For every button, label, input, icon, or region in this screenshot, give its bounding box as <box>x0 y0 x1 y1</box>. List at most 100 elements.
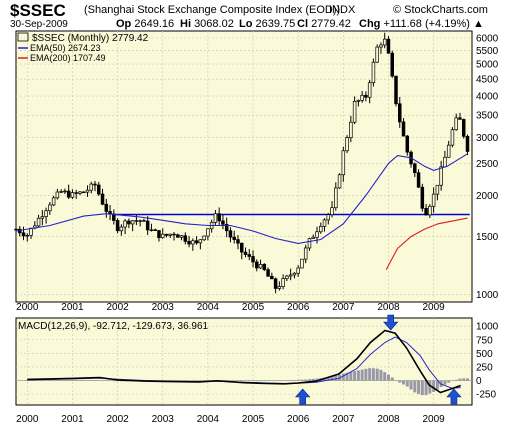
x-tick-label: 2009 <box>422 414 445 425</box>
histogram-bar <box>334 375 338 381</box>
candle-body <box>292 272 297 276</box>
candle-body <box>25 234 30 237</box>
candle-body <box>349 121 353 139</box>
macd-tick-label: 1000 <box>476 322 499 333</box>
candle-body <box>149 229 154 231</box>
legend-series: $SSEC (Monthly) 2779.42 <box>32 33 149 44</box>
candle-body <box>273 278 278 289</box>
candle-body <box>334 187 338 209</box>
histogram-bar <box>48 379 52 381</box>
candle-body <box>364 94 368 98</box>
macd-tick-label: -250 <box>476 390 496 401</box>
candle-body <box>258 263 263 269</box>
histogram-bar <box>304 379 308 381</box>
candle-body <box>371 61 376 84</box>
histogram-bar <box>255 380 259 382</box>
histogram-bar <box>356 370 360 381</box>
candle-body <box>55 191 60 199</box>
macd-panel: 1000 750 500 250 0 -250 2000 2001 2002 2003 2004 20… <box>15 314 499 425</box>
price-tick-label: 3500 <box>476 111 499 122</box>
histogram-bar <box>52 379 56 381</box>
candle-body <box>85 189 90 193</box>
candle-body <box>390 52 394 77</box>
x-tick-label: 2002 <box>106 302 129 313</box>
candle-body <box>198 239 203 244</box>
x-tick-label: 2000 <box>16 414 39 425</box>
exchange-label: INDX <box>329 4 356 16</box>
histogram-bar <box>428 380 432 394</box>
ema200-line <box>385 217 468 270</box>
quote-low: Lo 2639.75 <box>239 18 296 30</box>
histogram-bar <box>55 379 59 381</box>
candle-body <box>51 197 56 206</box>
x-tick-label: 2008 <box>377 414 400 425</box>
candle-body <box>394 75 398 105</box>
candle-body <box>213 213 218 223</box>
candle-body <box>461 119 466 137</box>
histogram-bar <box>386 374 390 381</box>
histogram-bar <box>315 378 319 381</box>
histogram-bar <box>353 371 357 381</box>
candle-body <box>382 38 387 46</box>
histogram-bar <box>300 379 304 381</box>
candle-body <box>439 166 443 186</box>
candle-body <box>303 247 308 260</box>
candle-body <box>130 220 135 225</box>
candle-body <box>183 235 188 242</box>
x-tick-label: 2002 <box>106 414 129 425</box>
candle-body <box>191 240 195 245</box>
x-tick-label: 2007 <box>332 302 355 313</box>
candle-body <box>153 229 157 231</box>
x-tick-label: 2006 <box>287 302 310 313</box>
histogram-bar <box>307 379 311 381</box>
candle-body <box>375 46 379 63</box>
x-tick-label: 2001 <box>61 414 84 425</box>
candle-body <box>78 191 82 194</box>
histogram-bar <box>417 380 421 394</box>
candle-body <box>232 236 236 240</box>
candle-body <box>247 254 252 257</box>
candle-body <box>262 263 267 271</box>
candle-body <box>465 135 470 152</box>
histogram-bar <box>326 377 330 381</box>
candle-body <box>307 238 312 249</box>
price-tick-label: 3000 <box>476 133 499 144</box>
x-tick-label: 2006 <box>287 414 310 425</box>
price-tick-label: 4000 <box>476 92 499 103</box>
x-tick-label: 2005 <box>242 302 265 313</box>
legend-swatch-candle <box>17 32 29 42</box>
price-tick-label: 5000 <box>476 60 499 71</box>
macd-legend: MACD(12,26,9), -92.712, -129.673, 36.961 <box>18 321 209 332</box>
candle-body <box>228 230 233 238</box>
candle-body <box>172 233 176 236</box>
candle-body <box>270 275 274 280</box>
histogram-bar <box>435 380 439 390</box>
candle-body <box>97 184 101 195</box>
candle-body <box>221 220 225 225</box>
candle-body <box>300 258 304 269</box>
candle-body <box>251 256 255 263</box>
candle-body <box>115 220 120 232</box>
symbol-title: $SSEC <box>10 1 66 20</box>
candle-body <box>217 213 221 222</box>
histogram-bar <box>424 380 428 396</box>
candle-body <box>160 233 165 239</box>
candle-body <box>36 217 41 227</box>
ema50-line <box>15 153 468 244</box>
x-tick-label: 2003 <box>152 302 175 313</box>
histogram-bar <box>44 379 48 381</box>
x-tick-label: 2009 <box>422 302 445 313</box>
histogram-bar <box>259 380 263 382</box>
macd-tick-label: 0 <box>476 376 482 387</box>
candle-body <box>255 261 259 269</box>
candle-body <box>138 220 142 222</box>
x-tick-label: 2004 <box>197 414 220 425</box>
candle-body <box>356 100 361 102</box>
candle-body <box>48 204 52 212</box>
histogram-bar <box>116 380 120 382</box>
histogram-bar <box>311 378 315 381</box>
histogram-bar <box>371 368 375 381</box>
candle-body <box>104 203 109 212</box>
candle-body <box>315 231 319 238</box>
